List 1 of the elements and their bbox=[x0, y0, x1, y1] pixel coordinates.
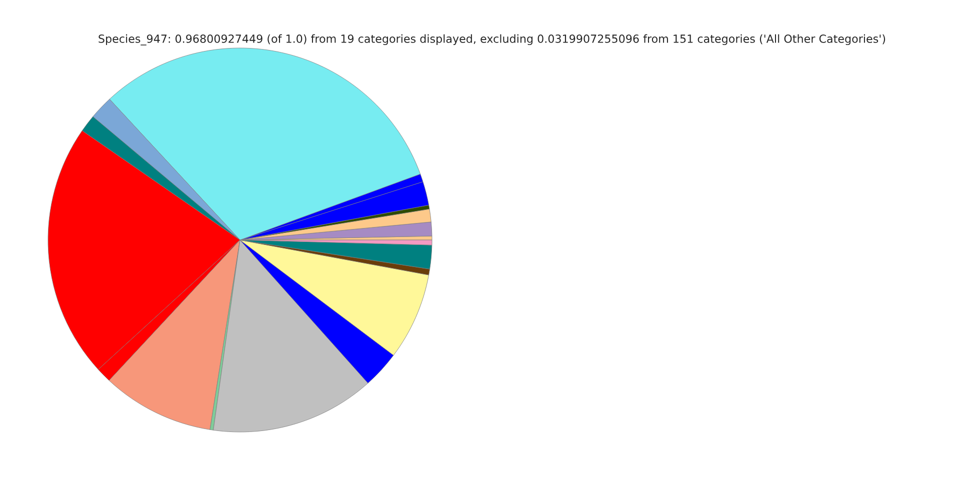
text: Species_947: 0.96800927449 (of 1.0) from 19 categories displayed, excluding 0.0319907255096 from 151 categories ('All Other Categories') bbox=[98, 34, 886, 46]
